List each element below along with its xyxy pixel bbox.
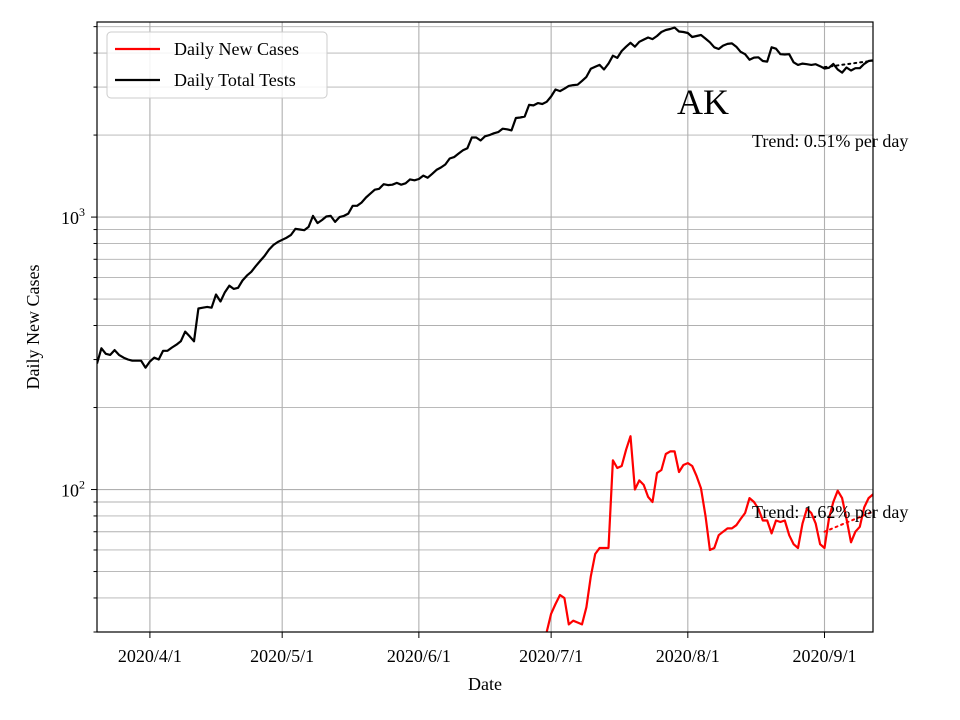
y-axis-label: Daily New Cases [23,265,43,390]
legend-box [106,31,328,99]
x-tick-label: 2020/5/1 [250,646,314,666]
y-tick-label: 102 [61,478,85,501]
trend-label-tests: Trend: 0.51% per day [752,131,908,151]
x-tick-label: 2020/9/1 [792,646,856,666]
y-tick-label: 103 [61,205,85,228]
daily-new-cases-line [545,435,873,632]
plot-frame [96,21,874,633]
legend-label-cases: Daily New Cases [174,39,299,59]
trend-line [823,510,873,533]
x-axis-label: Date [468,674,502,694]
grid [97,22,873,633]
x-tick-label: 2020/6/1 [387,646,451,666]
trend-line [823,59,873,69]
x-tick-label: 2020/8/1 [656,646,720,666]
axis-ticks: 102 103 2020/4/1 2020/5/1 2020/6/1 2020/7/1 20… [61,26,857,666]
legend: Daily New Cases Daily Total Tests [106,31,328,99]
daily-total-tests-line [97,26,873,369]
trend-label-cases: Trend: 1.62% per day [752,502,908,522]
x-tick-label: 2020/4/1 [118,646,182,666]
plot-series [97,26,873,632]
chart-annotation: AK [677,82,729,122]
x-tick-label: 2020/7/1 [519,646,583,666]
legend-label-tests: Daily Total Tests [174,70,296,90]
